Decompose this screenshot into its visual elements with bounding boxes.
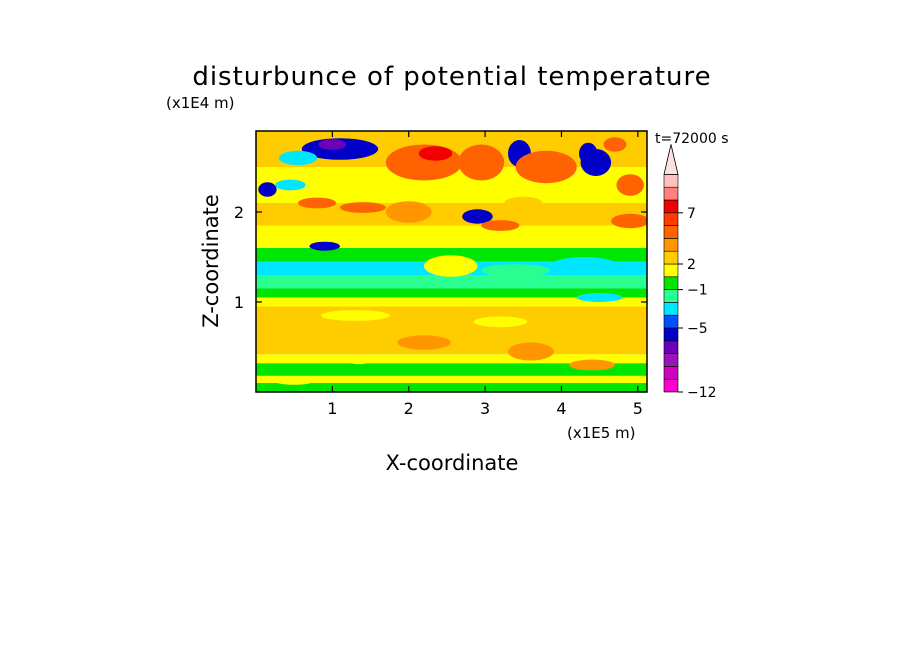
colorbar-swatch-6: [663, 302, 679, 316]
contour-feature-21: [481, 220, 520, 231]
colorbar-swatch-12: [663, 225, 679, 239]
y-unit-label: (x1E4 m): [166, 94, 235, 112]
contour-feature-28: [397, 335, 451, 350]
plot-area: [256, 131, 647, 392]
contour-feature-7: [309, 241, 341, 251]
contour-band-0: [256, 383, 647, 392]
contour-feature-9: [418, 146, 453, 161]
x-axis-title: X-coordinate: [386, 451, 519, 475]
contour-feature-3: [258, 182, 277, 197]
contour-feature-32: [275, 377, 314, 385]
colorbar-swatch-16: [663, 174, 679, 188]
contour-feature-26: [320, 310, 390, 321]
x-tick-label: 3: [480, 399, 490, 418]
colorbar-swatch-5: [663, 314, 679, 329]
colorbar: −12−5−127: [663, 144, 717, 401]
x-tick-label: 1: [327, 399, 337, 418]
contour-band-3: [256, 354, 647, 364]
contour-feature-19: [611, 213, 647, 229]
y-tick-label: 2: [234, 203, 244, 222]
contour-feature-27: [473, 316, 528, 328]
chart-title: disturbunce of potential temperature: [192, 62, 711, 92]
y-axis: 12: [234, 203, 647, 312]
colorbar-swatch-3: [663, 340, 679, 354]
contour-band-1: [256, 375, 647, 383]
contour-feature-6: [340, 202, 386, 213]
colorbar-label: −1: [687, 283, 708, 299]
contour-feature-17: [603, 137, 627, 152]
colorbar-swatch-2: [663, 353, 679, 367]
contour-band-10: [256, 225, 647, 248]
colorbar-over-arrow: [663, 144, 679, 175]
contour-feature-18: [616, 174, 644, 196]
contour-feature-2: [278, 150, 318, 166]
x-unit-label: (x1E5 m): [567, 424, 636, 442]
contour-feature-1: [318, 139, 347, 150]
contour-features: [258, 137, 647, 385]
contour-feature-16: [579, 142, 598, 165]
x-tick-label: 2: [404, 399, 414, 418]
colorbar-label: 7: [687, 206, 696, 222]
time-label: t=72000 s: [655, 131, 729, 147]
colorbar-swatch-4: [663, 327, 679, 342]
contour-feature-14: [515, 150, 577, 184]
contour-feature-5: [298, 197, 337, 209]
x-axis: 1 2 3 4 5: [327, 131, 643, 418]
x-tick-label: 5: [633, 399, 643, 418]
colorbar-swatch-0: [663, 378, 679, 393]
contour-feature-11: [458, 144, 505, 181]
contour-feature-29: [508, 342, 554, 361]
colorbar-swatch-7: [663, 289, 679, 303]
plot-frame: [255, 130, 648, 393]
colorbar-swatch-10: [663, 250, 679, 265]
colorbar-swatch-8: [663, 276, 679, 290]
contour-band-9: [256, 248, 647, 262]
colorbar-label: 2: [687, 257, 696, 273]
contour-band-5: [256, 297, 647, 307]
colorbar-swatch-11: [663, 238, 679, 252]
contour-feature-13: [462, 209, 493, 224]
contour-feature-22: [424, 255, 478, 277]
contour-band-2: [256, 363, 647, 376]
x-tick-label: 4: [556, 399, 566, 418]
contour-feature-23: [550, 257, 619, 275]
contour-band-6: [256, 288, 647, 298]
contour-feature-24: [481, 264, 551, 277]
y-tick-label: 1: [234, 293, 244, 312]
y-axis-title: Z-coordinate: [199, 194, 223, 328]
colorbar-label: −5: [687, 321, 708, 337]
colorbar-swatch-14: [663, 199, 679, 214]
contour-feature-31: [347, 356, 371, 365]
contour-feature-25: [576, 293, 623, 302]
contour-feature-10: [385, 201, 432, 223]
contour-band-7: [256, 275, 647, 289]
contour-feature-30: [569, 359, 615, 371]
colorbar-swatch-1: [663, 366, 679, 380]
colorbar-swatch-15: [663, 186, 679, 201]
contour-band-4: [256, 306, 647, 355]
colorbar-swatch-9: [663, 263, 679, 278]
contour-feature-20: [504, 196, 543, 210]
colorbar-label: −12: [687, 385, 717, 401]
colorbar-swatch-13: [663, 212, 679, 226]
contour-feature-4: [275, 179, 306, 191]
